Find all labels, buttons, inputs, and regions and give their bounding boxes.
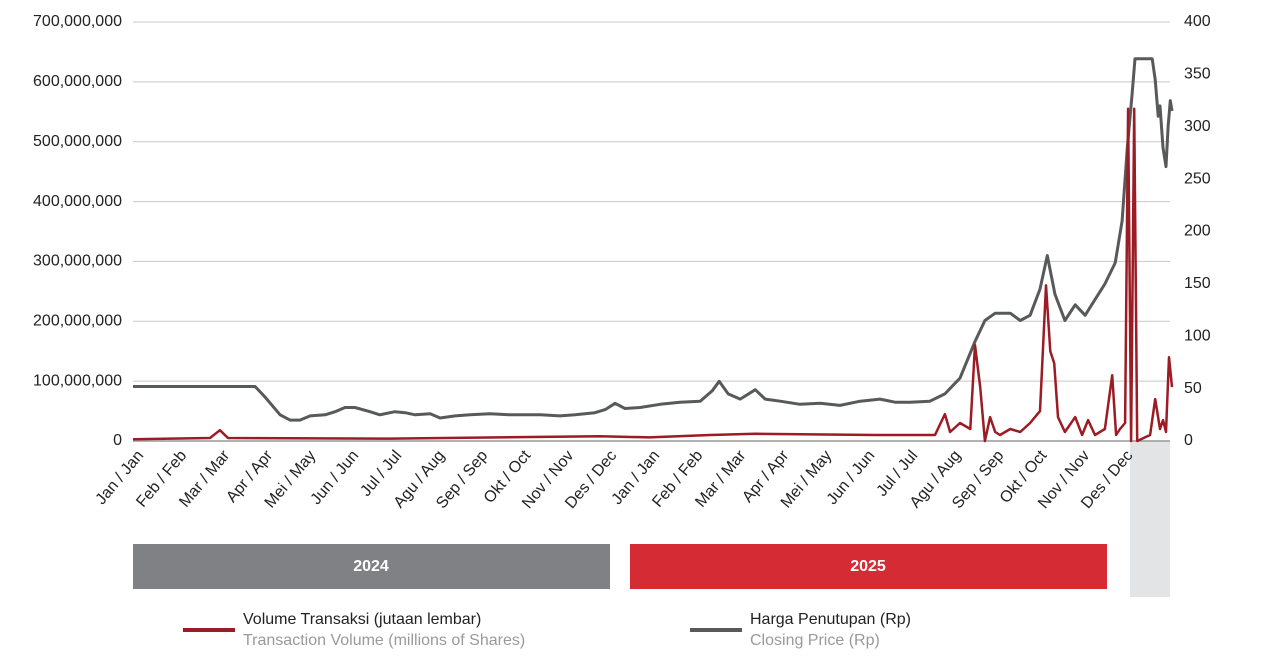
- year-label: 2025: [850, 558, 886, 575]
- y-tick-label: 700,000,000: [33, 13, 122, 30]
- year-band: [133, 544, 610, 589]
- y-tick-label: 200,000,000: [33, 313, 122, 330]
- y2-tick-label: 50: [1184, 380, 1202, 397]
- y-tick-label: 300,000,000: [33, 253, 122, 270]
- forecast-band: [1130, 441, 1170, 597]
- y-tick-label: 400,000,000: [33, 193, 122, 210]
- y2-tick-label: 300: [1184, 118, 1211, 135]
- y2-tick-label: 250: [1184, 170, 1211, 187]
- y2-tick-label: 350: [1184, 66, 1211, 83]
- y-tick-label: 0: [113, 432, 122, 449]
- legend-sublabel: Closing Price (Rp): [750, 632, 880, 649]
- y2-tick-label: 0: [1184, 432, 1193, 449]
- y2-tick-label: 200: [1184, 223, 1211, 240]
- legend-label: Harga Penutupan (Rp): [750, 611, 911, 628]
- year-band: [630, 544, 1107, 589]
- y-tick-label: 500,000,000: [33, 133, 122, 150]
- y-tick-label: 100,000,000: [33, 372, 122, 389]
- legend-label: Volume Transaksi (jutaan lembar): [243, 611, 481, 628]
- y2-tick-label: 100: [1184, 327, 1211, 344]
- series-line: [132, 107, 1174, 443]
- legend-sublabel: Transaction Volume (millions of Shares): [243, 632, 525, 649]
- y-tick-label: 600,000,000: [33, 73, 122, 90]
- y2-tick-label: 400: [1184, 13, 1211, 30]
- year-label: 2024: [353, 558, 389, 575]
- series-line: [133, 57, 1174, 422]
- y2-tick-label: 150: [1184, 275, 1211, 292]
